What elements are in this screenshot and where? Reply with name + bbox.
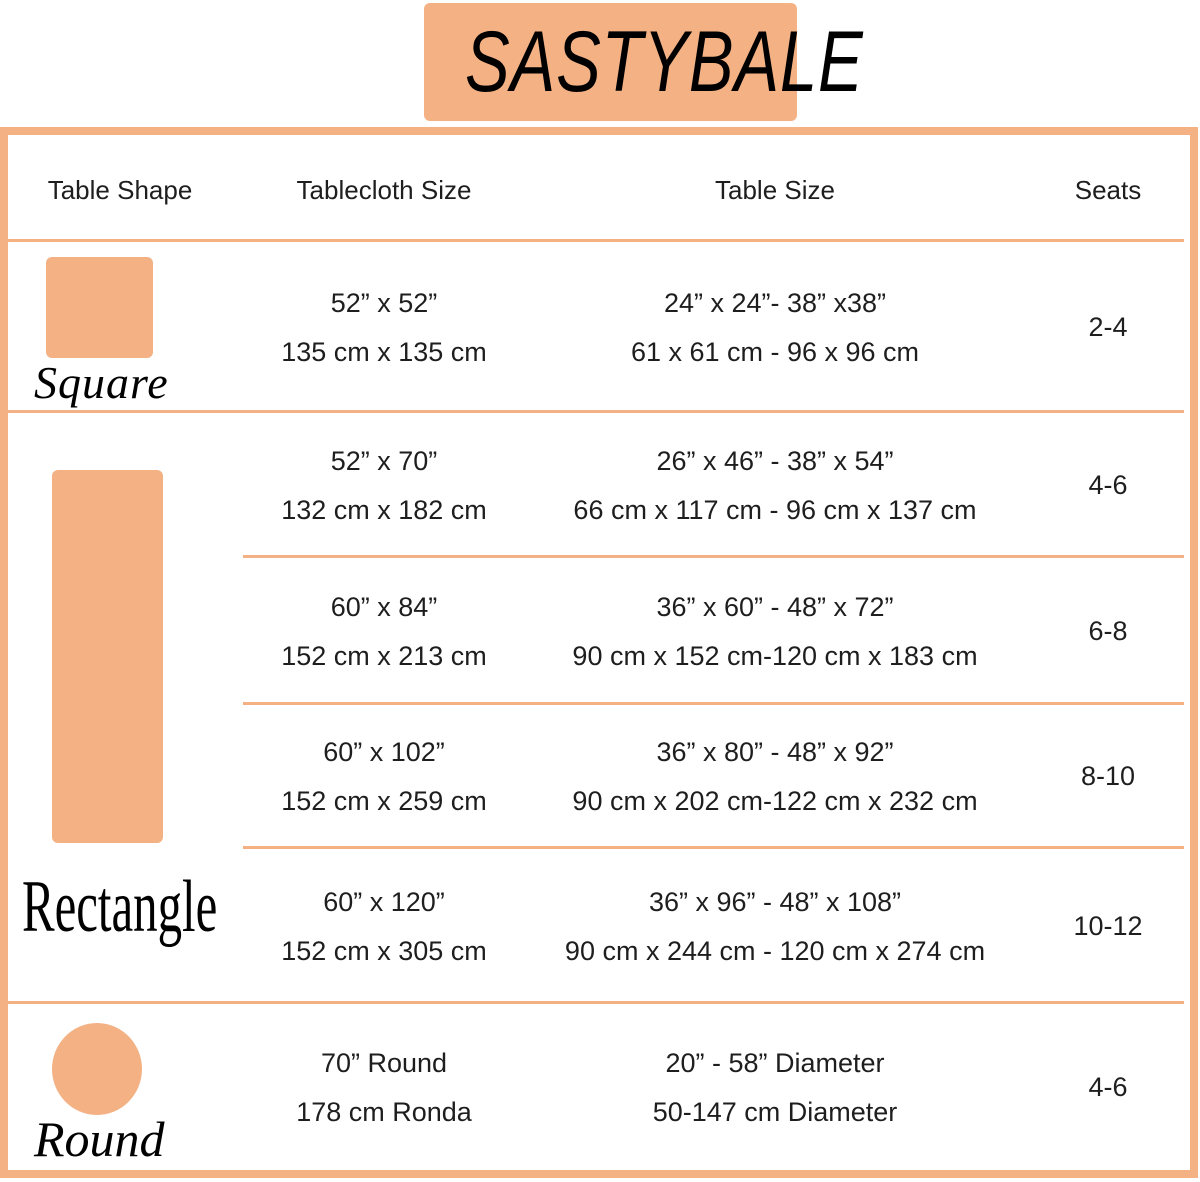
table-size: 20” - 58” Diameter — [665, 1047, 885, 1078]
tablecloth-size: 135 cm x 135 cm — [281, 336, 487, 367]
row-divider — [243, 702, 1184, 705]
row-divider — [8, 410, 1184, 413]
table-size: 24” x 24”- 38” x38” — [663, 287, 887, 318]
column-header: Tablecloth Size — [296, 175, 472, 205]
seats: 4-6 — [1088, 1071, 1128, 1102]
seats: 8-10 — [1080, 761, 1136, 791]
seats: 4-6 — [1088, 469, 1128, 500]
table-size: 26” x 46” - 38” x 54” — [656, 445, 894, 476]
tablecloth-size: 60” x 84” — [330, 591, 438, 622]
square-shape — [46, 257, 153, 358]
tablecloth-size: 52” x 52” — [330, 287, 438, 318]
tablecloth-size: 178 cm Ronda — [296, 1096, 472, 1127]
tablecloth-size: 152 cm x 259 cm — [281, 786, 487, 816]
tablecloth-size: 60” x 120” — [323, 886, 445, 917]
table-size: 90 cm x 244 cm - 120 cm x 274 cm — [564, 935, 986, 966]
table-size: 90 cm x 152 cm-120 cm x 183 cm — [572, 640, 978, 671]
round-shape — [52, 1023, 142, 1115]
column-header: Table Size — [715, 175, 835, 205]
shape-label: Round — [34, 1111, 165, 1167]
brand-box: SASTYBALE — [424, 3, 864, 121]
table-size: 50-147 cm Diameter — [652, 1096, 898, 1127]
table-size: 61 x 61 cm - 96 x 96 cm — [630, 336, 920, 367]
column-header: Table Shape — [47, 175, 193, 205]
tablecloth-size: 152 cm x 213 cm — [281, 640, 487, 671]
seats: 6-8 — [1088, 615, 1128, 646]
table-size: 36” x 60” - 48” x 72” — [656, 591, 894, 622]
row-divider — [243, 555, 1184, 558]
brand-title: SASTYBALE — [465, 14, 864, 110]
table-size: 90 cm x 202 cm-122 cm x 232 cm — [572, 786, 978, 816]
row-divider — [8, 239, 1184, 242]
seats: 2-4 — [1088, 311, 1128, 342]
tablecloth-size: 132 cm x 182 cm — [281, 494, 487, 525]
tablecloth-size: 152 cm x 305 cm — [281, 935, 487, 966]
seats: 10-12 — [1073, 910, 1143, 941]
row-divider — [243, 846, 1184, 849]
tablecloth-size: 52” x 70” — [330, 445, 438, 476]
column-header: Seats — [1074, 175, 1142, 205]
tablecloth-size: 70” Round — [320, 1047, 448, 1078]
table-size: 36” x 80” - 48” x 92” — [656, 737, 894, 767]
tablecloth-size: 60” x 102” — [323, 737, 445, 767]
table-size: 66 cm x 117 cm - 96 cm x 137 cm — [573, 494, 977, 525]
shape-label: Rectangle — [22, 866, 218, 948]
row-divider — [8, 1001, 1184, 1004]
table-size: 36” x 96” - 48” x 108” — [648, 886, 902, 917]
shape-label: Square — [34, 357, 169, 408]
rectangle-shape — [52, 470, 163, 843]
table-frame — [0, 127, 1198, 1178]
